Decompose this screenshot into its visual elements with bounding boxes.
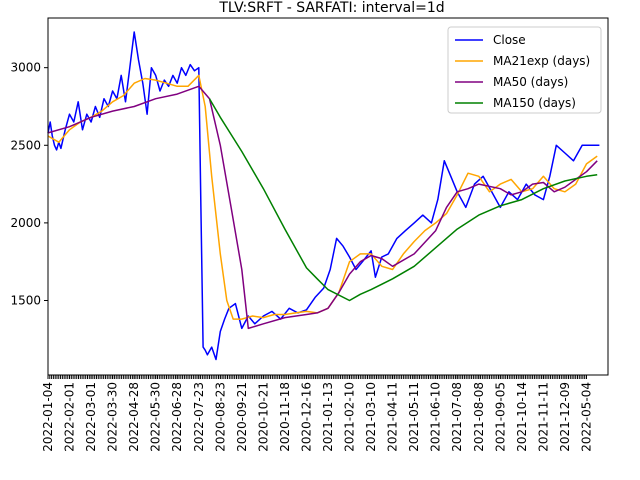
- x-tick-label: 2022-04-28: [127, 382, 141, 452]
- legend-label: MA21exp (days): [493, 54, 590, 68]
- x-tick-label: 2022-05-04: [579, 382, 593, 452]
- x-tick-label: 2021-09-05: [493, 382, 507, 452]
- y-tick-label: 1500: [10, 293, 41, 307]
- legend-label: MA150 (days): [493, 96, 576, 110]
- x-tick-label: 2020-09-21: [235, 382, 249, 452]
- series-line-1: [47, 74, 598, 320]
- x-tick-label: 2021-03-10: [364, 382, 378, 452]
- x-tick-label: 2022-07-23: [192, 382, 206, 452]
- x-tick-label: 2022-05-30: [149, 382, 163, 452]
- y-tick-label: 2000: [10, 216, 41, 230]
- legend-label: Close: [493, 33, 526, 47]
- x-tick-label: 2020-11-18: [278, 382, 292, 452]
- x-tick-label: 2021-05-11: [407, 382, 421, 452]
- x-tick-label: 2022-06-28: [170, 382, 184, 452]
- x-tick-label: 2021-01-13: [321, 382, 335, 452]
- series-layer: [47, 31, 600, 361]
- x-tick-label: 2022-01-04: [41, 382, 55, 452]
- x-tick-label: 2021-10-14: [515, 382, 529, 452]
- x-tick-label: 2021-08-08: [472, 382, 486, 452]
- x-tick-label: 2020-12-16: [299, 382, 313, 452]
- y-tick-label: 2500: [10, 138, 41, 152]
- x-tick-label: 2020-10-21: [256, 382, 270, 452]
- x-tick-label: 2021-02-10: [343, 382, 357, 452]
- x-axis: 2022-01-04 2022-02-01 2022-03-01 2022-03-30…: [41, 375, 593, 452]
- y-tick-label: 3000: [10, 61, 41, 75]
- x-tick-label: 2020-08-23: [213, 382, 227, 452]
- chart-title: TLV:SRFT - SARFATI: interval=1d: [218, 0, 444, 16]
- x-tick-label: 2021-07-08: [450, 382, 464, 452]
- legend-label: MA50 (days): [493, 75, 568, 89]
- x-tick-label: 2022-02-01: [63, 382, 77, 452]
- x-tick-label: 2022-03-30: [106, 382, 120, 452]
- x-tick-label: 2021-06-10: [429, 382, 443, 452]
- x-tick-label: 2021-04-11: [386, 382, 400, 452]
- series-line-3: [208, 98, 598, 302]
- legend-box: [447, 26, 602, 114]
- series-line-2: [47, 85, 598, 330]
- x-tick-label: 2022-03-01: [84, 382, 98, 452]
- x-tick-label: 2021-12-09: [558, 382, 572, 452]
- legend: Close MA21exp (days) MA50 (days) MA150 (day…: [447, 26, 602, 114]
- x-tick-label: 2021-11-11: [536, 382, 550, 452]
- series-line-0: [47, 31, 600, 361]
- y-axis: 1500 2000 2500 3000: [10, 61, 48, 307]
